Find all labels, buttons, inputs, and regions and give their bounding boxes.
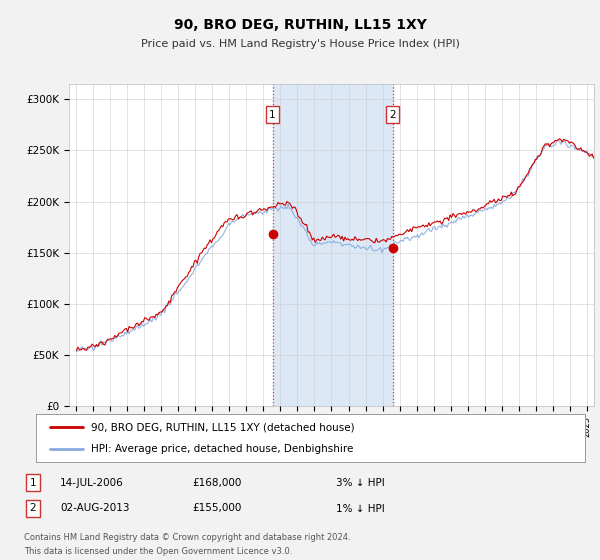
Text: 90, BRO DEG, RUTHIN, LL15 1XY (detached house): 90, BRO DEG, RUTHIN, LL15 1XY (detached … (91, 422, 355, 432)
Text: Contains HM Land Registry data © Crown copyright and database right 2024.
This d: Contains HM Land Registry data © Crown c… (24, 533, 350, 556)
Text: 1% ↓ HPI: 1% ↓ HPI (336, 503, 385, 514)
Text: 02-AUG-2013: 02-AUG-2013 (60, 503, 130, 514)
Text: 1: 1 (29, 478, 37, 488)
Text: 14-JUL-2006: 14-JUL-2006 (60, 478, 124, 488)
Bar (272, 84, 392, 406)
Text: £168,000: £168,000 (192, 478, 241, 488)
Text: HPI: Average price, detached house, Denbighshire: HPI: Average price, detached house, Denb… (91, 444, 353, 454)
Text: 2: 2 (29, 503, 37, 514)
Text: Price paid vs. HM Land Registry's House Price Index (HPI): Price paid vs. HM Land Registry's House … (140, 39, 460, 49)
Text: 3% ↓ HPI: 3% ↓ HPI (336, 478, 385, 488)
Text: £155,000: £155,000 (192, 503, 241, 514)
Text: 2: 2 (389, 110, 396, 120)
Text: 1: 1 (269, 110, 276, 120)
Text: 90, BRO DEG, RUTHIN, LL15 1XY: 90, BRO DEG, RUTHIN, LL15 1XY (173, 18, 427, 32)
